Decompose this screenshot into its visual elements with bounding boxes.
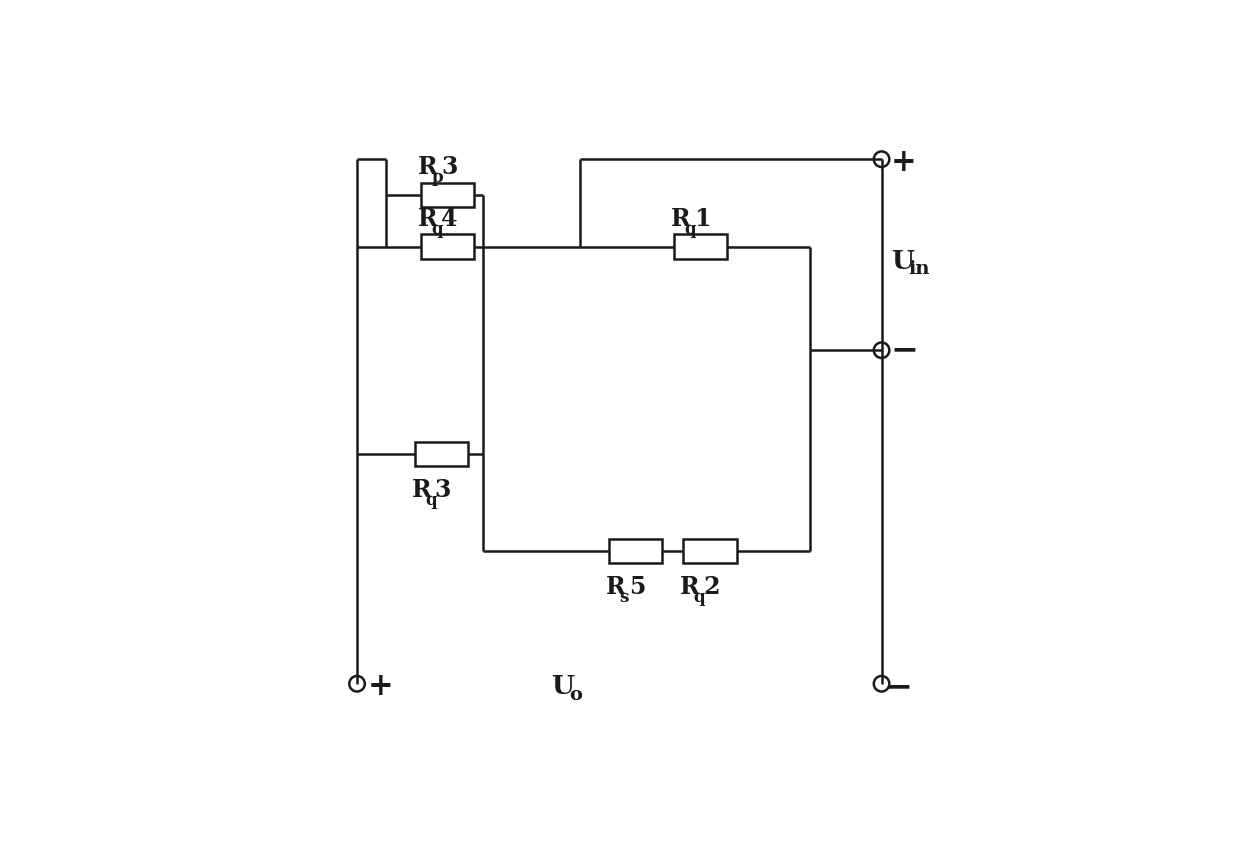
Text: in: in [909, 260, 930, 278]
Text: 3: 3 [441, 156, 458, 179]
Text: U: U [890, 249, 914, 273]
Bar [683, 539, 737, 563]
Text: 5: 5 [629, 575, 645, 599]
Text: q: q [432, 221, 443, 238]
Text: p: p [432, 169, 443, 187]
Bar [422, 235, 474, 259]
Text: 1: 1 [694, 207, 711, 231]
Text: q: q [425, 492, 436, 509]
Bar [609, 539, 662, 563]
Text: R: R [605, 575, 625, 599]
Text: −: − [890, 334, 919, 367]
Bar [673, 235, 727, 259]
Text: +: + [367, 671, 393, 702]
Text: −: − [885, 670, 913, 703]
Text: U: U [552, 674, 574, 700]
Text: R: R [418, 156, 438, 179]
Text: R: R [681, 575, 699, 599]
Text: R: R [671, 207, 691, 231]
Text: q: q [684, 221, 696, 238]
Text: +: + [890, 147, 916, 178]
Bar [422, 182, 474, 207]
Text: s: s [619, 589, 629, 606]
Text: R: R [418, 207, 438, 231]
Text: R: R [412, 478, 432, 502]
Text: q: q [694, 589, 706, 606]
Text: o: o [569, 686, 583, 705]
Text: 2: 2 [703, 575, 720, 599]
Text: 3: 3 [435, 478, 451, 502]
Text: 4: 4 [441, 207, 458, 231]
Bar [414, 442, 467, 466]
